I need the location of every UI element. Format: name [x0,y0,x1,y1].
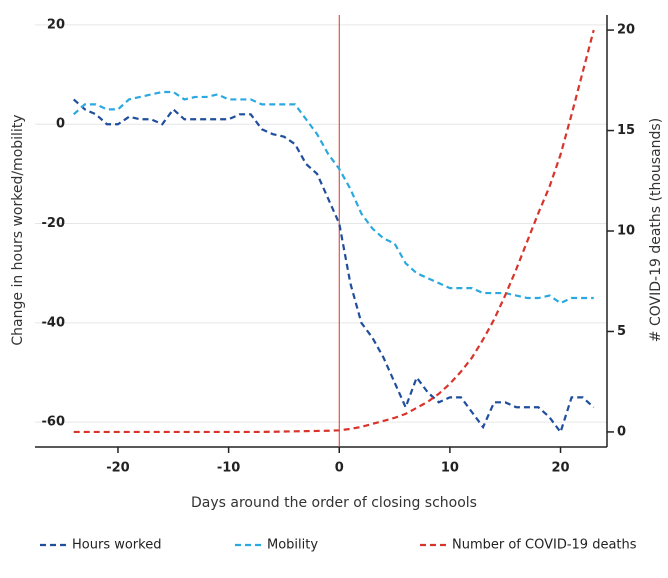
series-line [73,29,595,434]
y-tick-label: 0 [56,117,65,132]
x-tick-label: 0 [335,461,344,476]
y-tick-label: -60 [42,415,66,430]
y-tick-label: -40 [42,315,66,330]
y-tick-label: 20 [47,17,65,32]
x-axis-label: Days around the order of closing schools [191,495,477,511]
y2-tick-label: 0 [617,424,626,439]
x-tick-label: -20 [106,461,130,476]
series-line [72,90,594,305]
y-tick-label: -20 [42,216,66,231]
series-line [72,98,595,435]
y2-tick-label: 5 [617,324,626,339]
y-axis-label: Change in hours worked/mobility [10,114,26,345]
x-tick-label: 10 [441,461,459,476]
y2-tick-label: 20 [617,23,635,38]
y2-tick-label: 10 [617,224,635,239]
y2-tick-label: 15 [617,123,635,138]
x-tick-label: 20 [551,461,569,476]
y2-axis-label: # COVID-19 deaths (thousands) [648,118,664,342]
legend-label: Hours worked [72,538,161,553]
legend-label: Mobility [267,538,318,553]
legend-label: Number of COVID-19 deaths [452,538,637,553]
x-tick-label: -10 [217,461,241,476]
